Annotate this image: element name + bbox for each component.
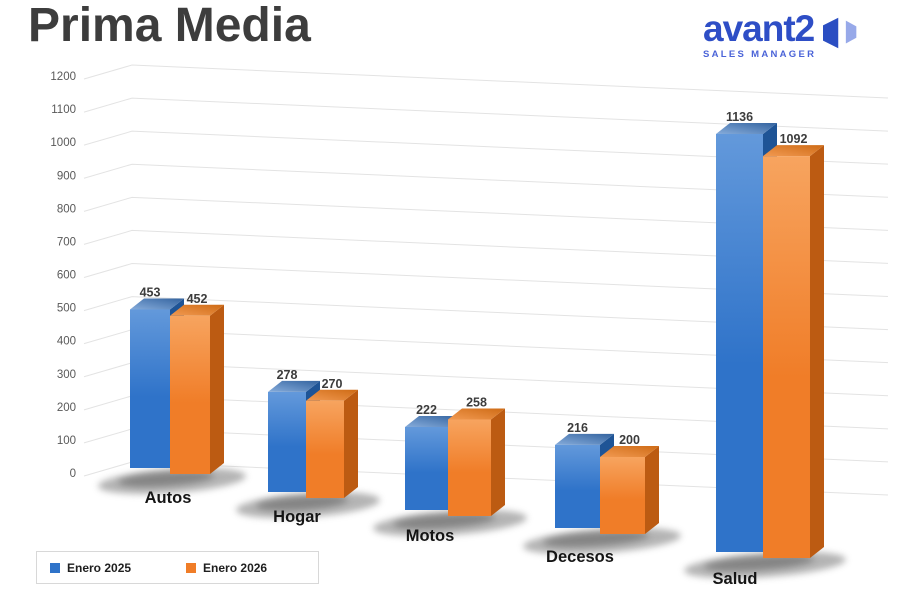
brand-logo: avant2 SALES MANAGER bbox=[703, 10, 863, 60]
bar-enero-2026-hogar[interactable] bbox=[306, 400, 344, 498]
bar-enero-2026-motos[interactable] bbox=[448, 419, 491, 516]
brand-icon-right-panel bbox=[846, 20, 857, 44]
bar-top-enero-2026-autos bbox=[170, 304, 224, 316]
bar-top-enero-2025-motos bbox=[405, 415, 462, 427]
y-tick-label: 300 bbox=[57, 369, 76, 381]
bar-enero-2025-salud[interactable] bbox=[716, 133, 763, 552]
bar-shadow bbox=[118, 471, 214, 487]
legend-swatch-enero-2026 bbox=[186, 562, 197, 573]
bar-shadow bbox=[704, 555, 814, 571]
bar-top-enero-2025-autos bbox=[130, 298, 184, 310]
bar-enero-2026-autos[interactable] bbox=[170, 315, 210, 474]
gridline bbox=[83, 97, 889, 132]
bar-side-enero-2026-autos bbox=[210, 304, 224, 474]
y-tick-label: 0 bbox=[70, 468, 76, 480]
category-label-decesos: Decesos bbox=[546, 548, 614, 566]
y-tick-label: 500 bbox=[57, 303, 76, 315]
legend-item-enero-2025[interactable]: Enero 2025 bbox=[50, 561, 131, 575]
bar-top-enero-2025-decesos bbox=[555, 433, 614, 445]
bar-shadow bbox=[256, 495, 348, 511]
chart-legend: Enero 2025 Enero 2026 bbox=[36, 551, 319, 584]
gridline bbox=[83, 262, 889, 297]
y-tick-label: 900 bbox=[57, 170, 76, 182]
legend-label-enero-2026: Enero 2026 bbox=[203, 560, 268, 575]
bar-enero-2026-decesos[interactable] bbox=[600, 457, 645, 534]
legend-item-enero-2026[interactable]: Enero 2026 bbox=[186, 561, 267, 575]
brand-icon-left-panel bbox=[823, 17, 839, 49]
bar-value-enero-2026-salud: 1092 bbox=[780, 132, 808, 146]
bar-side-enero-2026-decesos bbox=[645, 446, 659, 534]
y-tick-label: 700 bbox=[57, 236, 76, 248]
bar-value-enero-2025-hogar: 278 bbox=[277, 368, 298, 382]
bar-top-enero-2026-decesos bbox=[600, 446, 659, 457]
gridline bbox=[83, 229, 889, 264]
brand-icon bbox=[823, 17, 857, 49]
bar-enero-2026-salud[interactable] bbox=[763, 156, 810, 559]
bar-top-enero-2025-salud bbox=[716, 122, 777, 134]
legend-swatch-enero-2025 bbox=[50, 562, 60, 573]
bar-value-enero-2026-hogar: 270 bbox=[322, 377, 343, 391]
bar-value-enero-2025-decesos: 216 bbox=[567, 421, 588, 435]
gridline bbox=[83, 296, 889, 331]
gridline bbox=[83, 196, 889, 231]
category-label-autos: Autos bbox=[145, 489, 192, 507]
bar-enero-2025-hogar[interactable] bbox=[268, 391, 306, 492]
category-label-motos: Motos bbox=[406, 527, 455, 545]
y-tick-label: 600 bbox=[57, 270, 76, 282]
bar-value-enero-2025-salud: 1136 bbox=[726, 110, 753, 124]
bar-value-enero-2026-autos: 452 bbox=[187, 292, 208, 306]
y-tick-label: 100 bbox=[57, 435, 76, 447]
brand-name: avant2 bbox=[703, 8, 815, 49]
y-tick-label: 1000 bbox=[50, 137, 76, 149]
brand-text-block: avant2 SALES MANAGER bbox=[703, 10, 816, 60]
bar-side-enero-2026-motos bbox=[491, 408, 505, 516]
bar-enero-2025-decesos[interactable] bbox=[555, 444, 600, 528]
bar-side-enero-2026-salud bbox=[810, 145, 824, 559]
y-tick-label: 1100 bbox=[51, 104, 76, 116]
bar-top-enero-2026-hogar bbox=[306, 389, 358, 401]
gridline bbox=[83, 64, 889, 99]
bar-enero-2025-motos[interactable] bbox=[405, 426, 448, 510]
bar-top-enero-2026-salud bbox=[763, 145, 824, 157]
gridline bbox=[83, 163, 889, 198]
bar-value-enero-2025-motos: 222 bbox=[416, 403, 437, 417]
bar-top-enero-2026-motos bbox=[448, 408, 505, 420]
category-label-salud: Salud bbox=[713, 570, 758, 588]
bar-top-enero-2025-hogar bbox=[268, 380, 320, 392]
bar-side-enero-2026-hogar bbox=[344, 389, 358, 498]
gridline bbox=[83, 130, 889, 165]
brand-subtitle: SALES MANAGER bbox=[703, 49, 817, 60]
page-title: Prima Media bbox=[28, 0, 311, 52]
bar-value-enero-2026-decesos: 200 bbox=[619, 433, 640, 447]
category-label-hogar: Hogar bbox=[273, 508, 321, 526]
bar-value-enero-2026-motos: 258 bbox=[466, 396, 487, 410]
bar-enero-2025-autos[interactable] bbox=[130, 309, 170, 468]
y-tick-label: 400 bbox=[57, 336, 76, 348]
y-tick-label: 1200 bbox=[50, 71, 76, 83]
legend-label-enero-2025: Enero 2025 bbox=[67, 560, 132, 575]
bar-value-enero-2025-autos: 453 bbox=[140, 285, 161, 299]
y-tick-label: 800 bbox=[57, 203, 76, 215]
bar-shadow bbox=[543, 531, 649, 547]
bar-shadow bbox=[393, 513, 495, 529]
y-tick-label: 200 bbox=[57, 402, 76, 414]
